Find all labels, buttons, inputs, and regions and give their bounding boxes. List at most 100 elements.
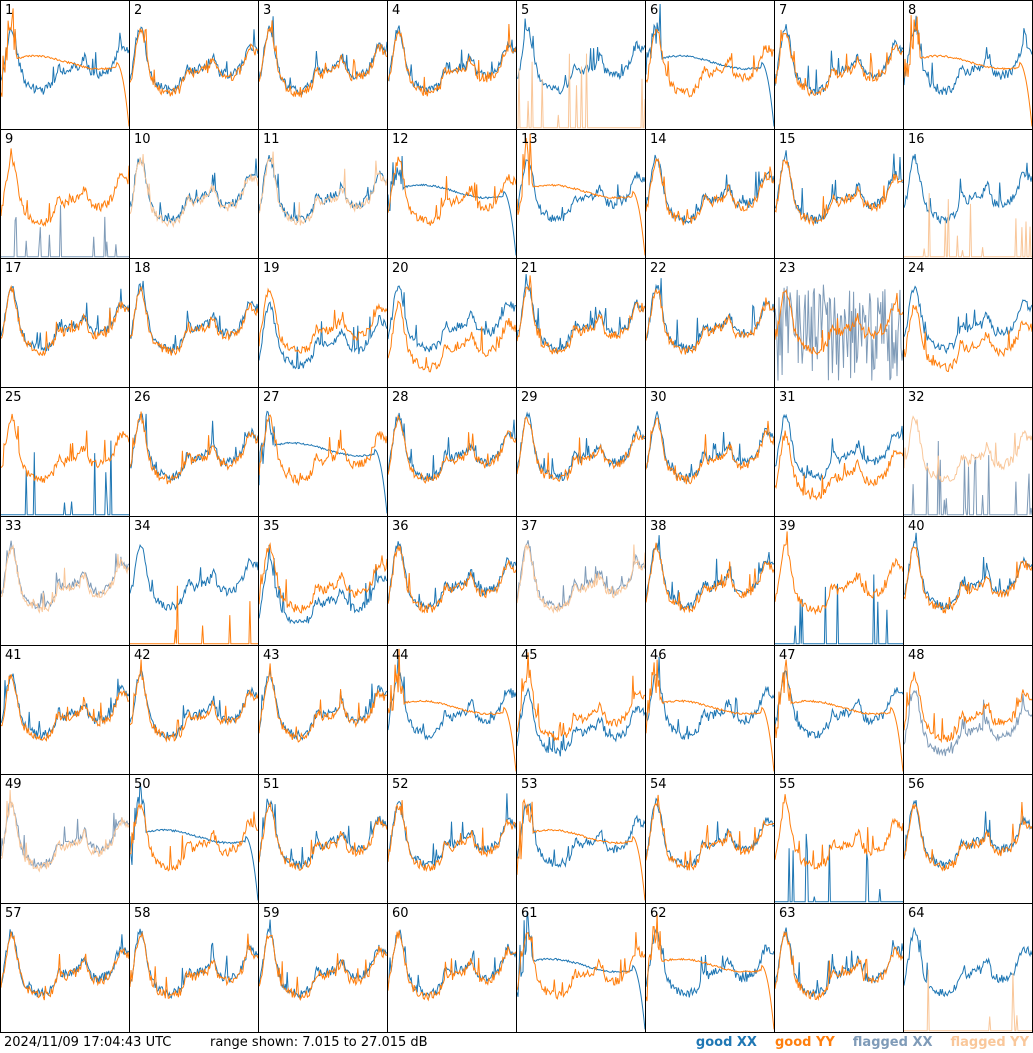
series-yy-line	[517, 652, 645, 741]
panel-53: 53	[516, 774, 645, 903]
panel-number: 25	[5, 390, 22, 405]
panel-plot	[130, 659, 258, 743]
series-yy-line	[904, 304, 1032, 373]
panel-number: 7	[779, 3, 788, 18]
panel-number: 11	[263, 132, 280, 147]
panel-plot	[775, 659, 903, 772]
series-yy-line	[517, 133, 645, 256]
panel-number: 48	[908, 648, 925, 663]
panel-plot	[904, 800, 1032, 872]
panel-number: 29	[521, 390, 538, 405]
series-yy-line	[517, 416, 645, 482]
panel-plot	[1, 789, 129, 873]
panel-plot	[904, 285, 1032, 373]
panel-plot	[775, 413, 903, 501]
panel-number: 43	[263, 648, 280, 663]
panel-40: 40	[903, 516, 1032, 645]
panel-plot	[775, 24, 903, 97]
panel-44: 44	[387, 645, 516, 774]
panel-number: 12	[392, 132, 409, 147]
panel-number: 4	[392, 3, 401, 18]
series-xx-line	[775, 413, 903, 482]
panel-number: 34	[134, 519, 151, 534]
series-xx-line	[517, 411, 645, 481]
series-yy-line	[259, 801, 387, 871]
panel-45: 45	[516, 645, 645, 774]
series-yy-line	[130, 931, 258, 999]
panel-plot	[130, 928, 258, 999]
panel-plot	[517, 411, 645, 482]
panel-32: 32	[903, 387, 1032, 516]
panel-number: 47	[779, 648, 796, 663]
panel-plot	[775, 794, 903, 903]
panel-8: 8	[903, 0, 1032, 129]
panel-56: 56	[903, 774, 1032, 903]
panel-29: 29	[516, 387, 645, 516]
panel-plot	[646, 535, 774, 614]
series-xx-line	[517, 802, 645, 868]
panel-number: 30	[650, 390, 667, 405]
panel-plot	[388, 929, 516, 1002]
panel-number: 22	[650, 261, 667, 276]
series-yy-line	[259, 20, 387, 98]
legend-flagged-xx: flagged XX	[852, 1035, 933, 1050]
panel-number: 40	[908, 519, 925, 534]
series-yy-line	[1, 544, 129, 614]
panel-number: 10	[134, 132, 151, 147]
panel-number: 23	[779, 261, 796, 276]
series-yy-line	[388, 414, 516, 484]
panel-23: 23	[774, 258, 903, 387]
panel-15: 15	[774, 129, 903, 258]
series-xx-line	[646, 154, 774, 225]
panel-17: 17	[0, 258, 129, 387]
series-yy-line	[130, 28, 258, 97]
series-xx-line	[904, 153, 1032, 225]
series-xx-line	[904, 440, 1032, 516]
series-yy-line	[130, 154, 258, 228]
series-xx-line	[646, 411, 774, 484]
series-yy-line	[904, 193, 1032, 258]
panel-number: 38	[650, 519, 667, 534]
series-yy-line	[517, 275, 645, 355]
panel-50: 50	[129, 774, 258, 903]
panel-plot	[904, 153, 1032, 258]
series-xx-line	[388, 412, 516, 482]
series-yy-line	[775, 930, 903, 1002]
panel-number: 2	[134, 3, 143, 18]
panel-number: 62	[650, 906, 667, 921]
series-xx-line	[130, 928, 258, 999]
panel-16: 16	[903, 129, 1032, 258]
series-yy-line	[775, 289, 903, 356]
panel-plot	[517, 798, 645, 901]
series-yy-line	[904, 671, 1032, 744]
series-yy-line	[517, 53, 645, 129]
panel-6: 6	[645, 0, 774, 129]
series-xx-line	[1, 673, 129, 741]
series-xx-line	[259, 410, 387, 514]
panel-41: 41	[0, 645, 129, 774]
panel-30: 30	[645, 387, 774, 516]
panel-plot	[130, 280, 258, 356]
panel-20: 20	[387, 258, 516, 387]
panel-47: 47	[774, 645, 903, 774]
panel-62: 62	[645, 903, 774, 1032]
series-yy-line	[388, 800, 516, 873]
panel-number: 57	[5, 906, 22, 921]
panel-number: 63	[779, 906, 796, 921]
series-xx-line	[259, 16, 387, 95]
panel-plot	[388, 155, 516, 256]
panel-plot	[259, 287, 387, 370]
panel-19: 19	[258, 258, 387, 387]
series-xx-line	[775, 574, 903, 645]
panel-4: 4	[387, 0, 516, 129]
panel-plot	[517, 18, 645, 129]
panel-21: 21	[516, 258, 645, 387]
panel-49: 49	[0, 774, 129, 903]
panel-2: 2	[129, 0, 258, 129]
series-xx-line	[904, 926, 1032, 998]
panel-48: 48	[903, 645, 1032, 774]
series-xx-line	[904, 285, 1032, 355]
panel-number: 21	[521, 261, 538, 276]
panel-number: 44	[392, 648, 409, 663]
range-text: range shown: 7.015 to 27.015 dB	[210, 1035, 428, 1050]
